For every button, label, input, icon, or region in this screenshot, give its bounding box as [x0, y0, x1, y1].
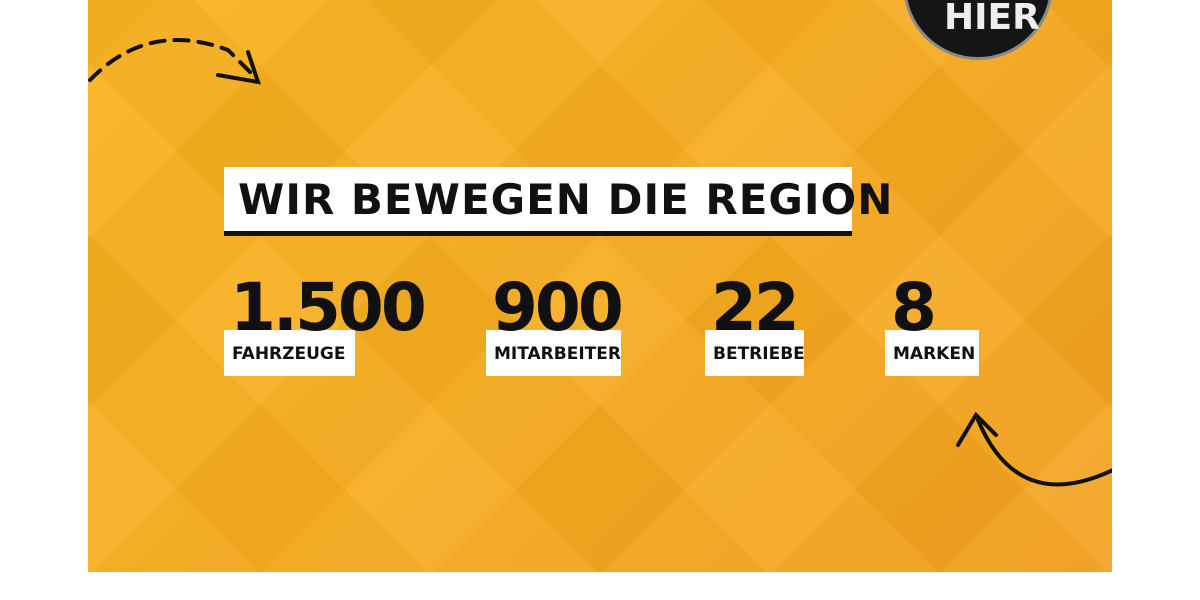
stat-label: MARKEN	[893, 344, 976, 364]
headline: WIR BEWEGEN DIE REGION	[238, 175, 894, 224]
stat-value: 8	[891, 269, 937, 346]
label-box	[885, 330, 979, 376]
curved-arrow-icon	[956, 411, 1112, 487]
stat-label: BETRIEBE	[713, 344, 805, 364]
stat-value: 22	[711, 269, 800, 346]
label-box	[705, 330, 804, 376]
dashed-arrow-icon	[88, 38, 261, 85]
background-pattern	[88, 0, 1112, 572]
badge-text: HIER	[944, 0, 1040, 38]
stat-label: FAHRZEUGE	[232, 344, 346, 364]
stat-value: 1.500	[230, 269, 427, 346]
stat-value: 900	[492, 269, 624, 346]
label-box	[224, 330, 355, 376]
label-box	[486, 330, 621, 376]
stat-label: MITARBEITER	[494, 344, 621, 364]
headline-box: WIR BEWEGEN DIE REGION	[224, 167, 892, 236]
promo-banner: HIER WIR BEWEGEN DIE REGION FAHRZEUGE 1.…	[88, 0, 1112, 572]
